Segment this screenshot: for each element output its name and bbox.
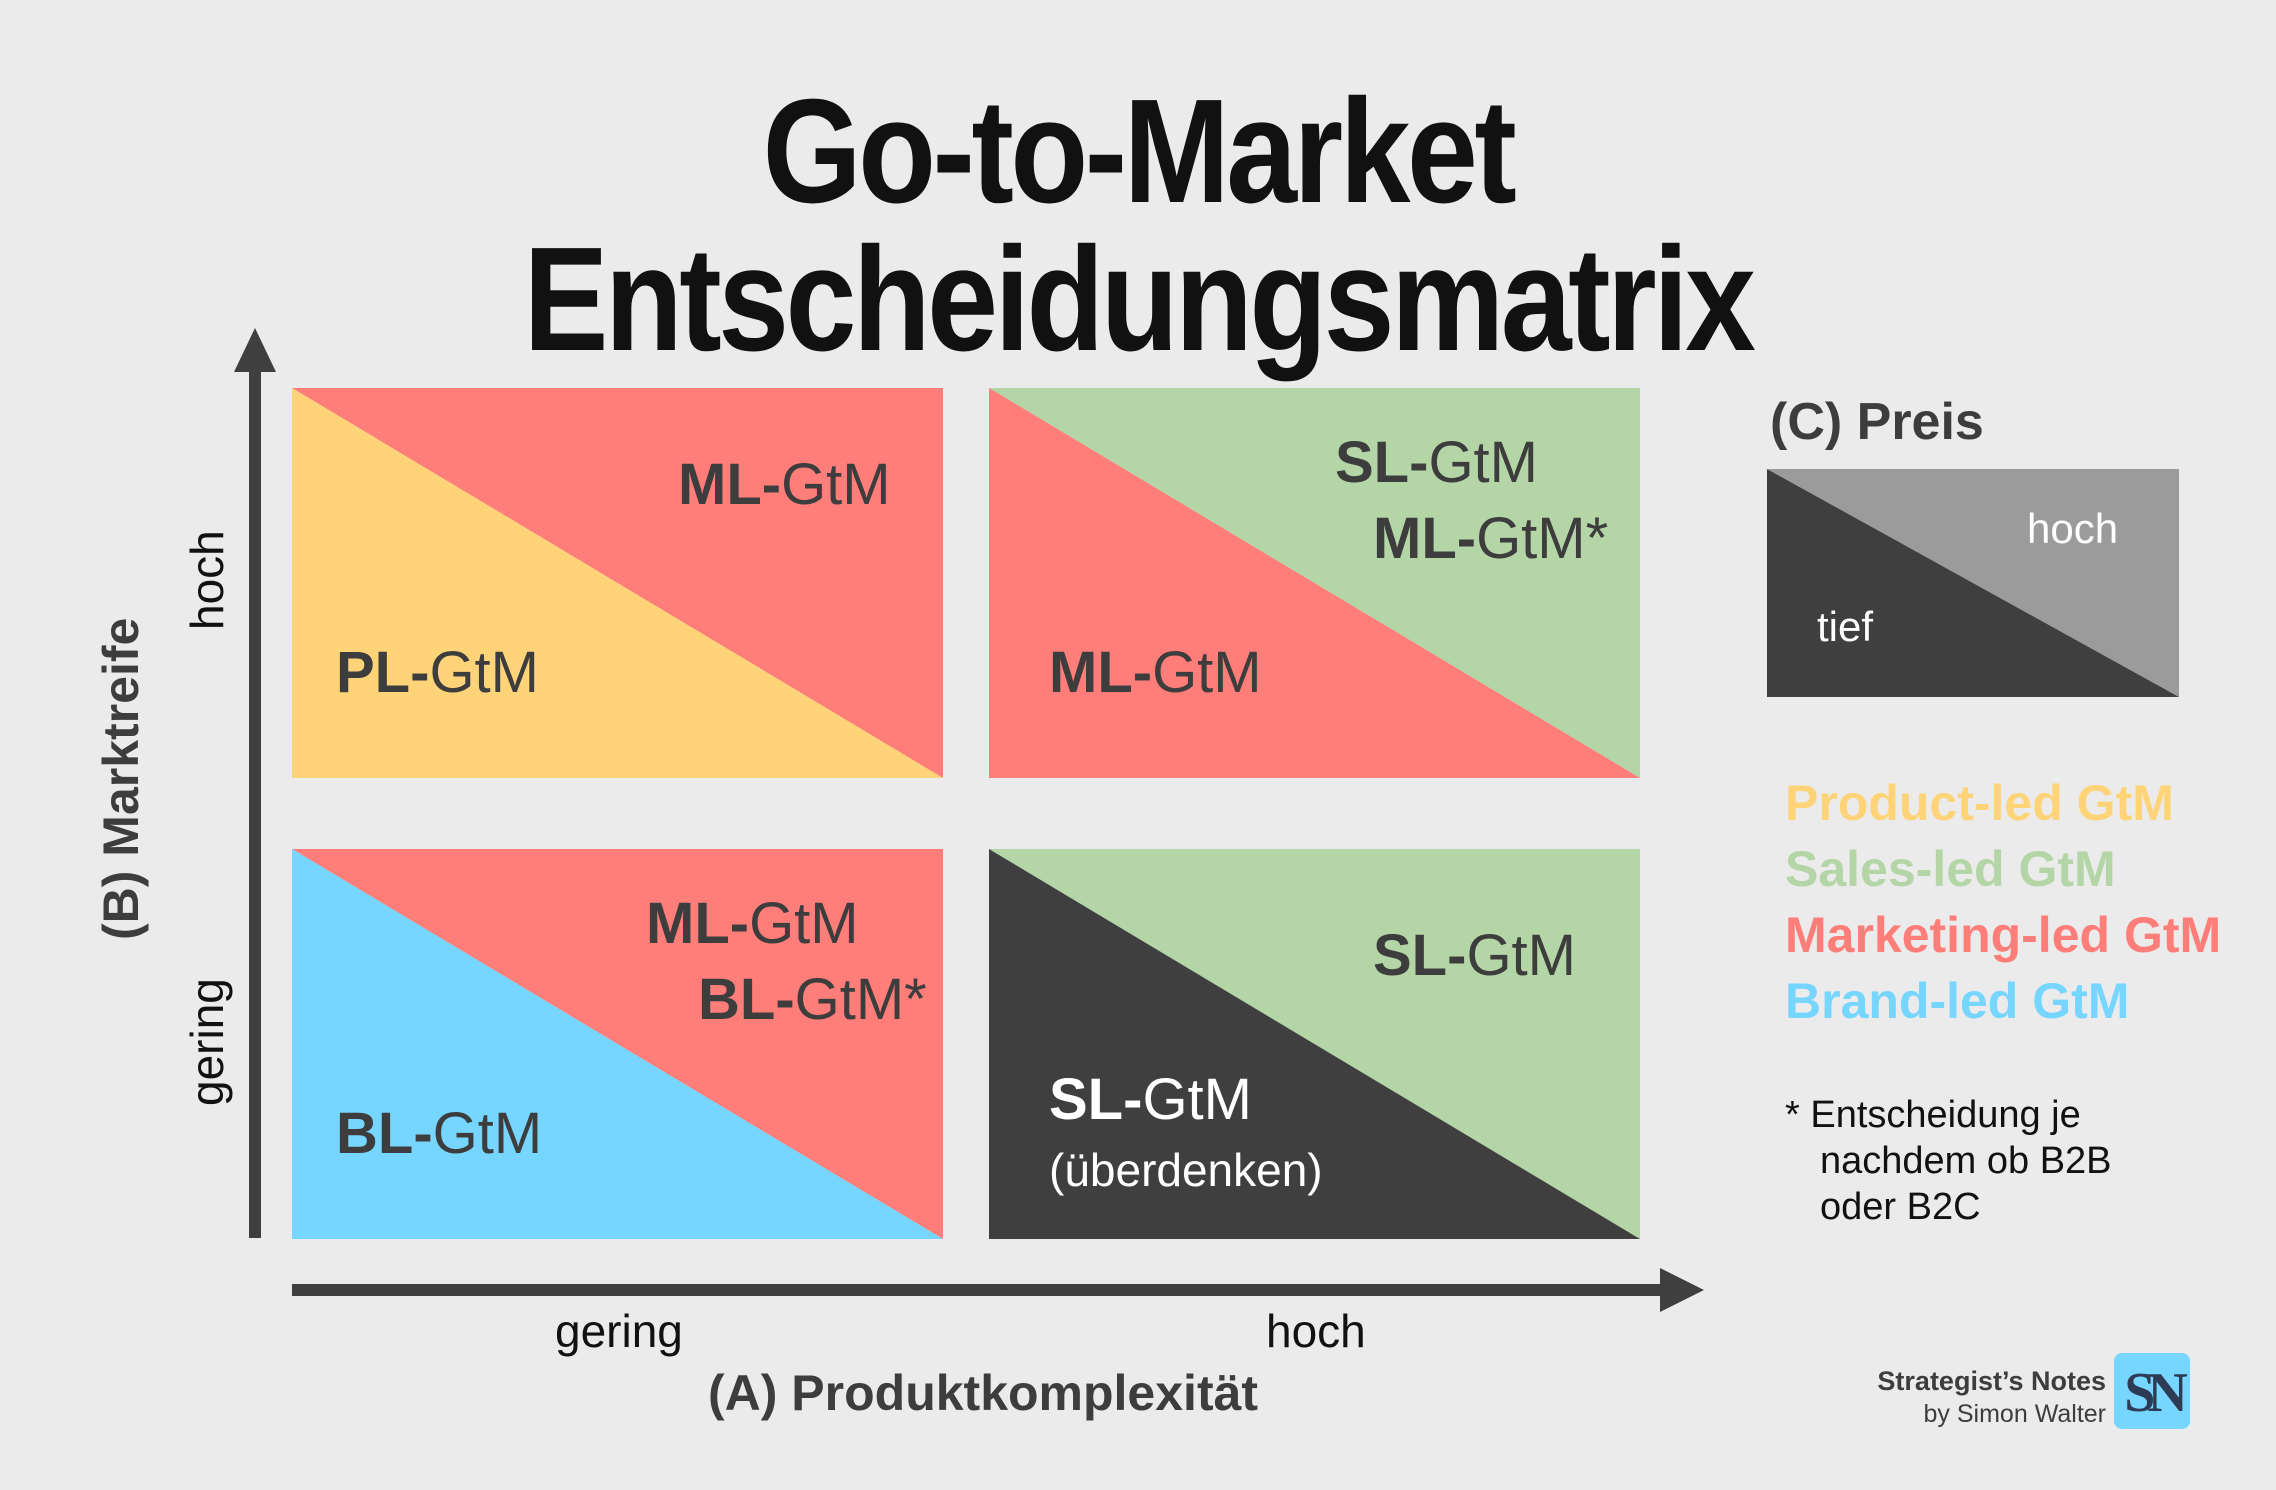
legend-marketing-led: Marketing-led GtM xyxy=(1785,907,2222,963)
cell-top-right-triangles xyxy=(989,388,1640,778)
legend-sales-led: Sales-led GtM xyxy=(1785,841,2116,897)
price-box: hoch tief xyxy=(1767,469,2179,697)
cell-top-right-lower-triangle xyxy=(989,388,1640,778)
legend-product-led: Product-led GtM xyxy=(1785,775,2174,831)
price-box-triangles xyxy=(1767,469,2179,697)
cell-top-left-triangles xyxy=(292,388,943,778)
cell-bottom-left-lower-label: BL-GtM xyxy=(336,1101,543,1166)
brand-author: by Simon Walter xyxy=(1923,1400,2106,1428)
price-low-label: tief xyxy=(1817,603,1874,650)
footnote-line-3: oder B2C xyxy=(1820,1186,1981,1228)
price-high-label: hoch xyxy=(2027,505,2119,552)
cell-top-left-lower-label: PL-GtM xyxy=(336,640,539,705)
cell-top-right-upper-label-1: SL-GtM xyxy=(1335,430,1538,495)
price-low-triangle xyxy=(1767,469,2179,697)
price-title: (C) Preis xyxy=(1770,393,1984,451)
x-axis-low-label: gering xyxy=(555,1305,683,1357)
y-axis-arrow xyxy=(234,328,276,1238)
brand-block: Strategist’s Notes by Simon Walter xyxy=(1877,1364,2106,1430)
x-axis-title: (A) Produktkomplexität xyxy=(708,1365,1259,1421)
cell-bottom-left-upper-label-1: ML-GtM xyxy=(646,891,859,956)
x-axis-high-label: hoch xyxy=(1266,1305,1366,1357)
cell-top-right-upper-label-2: ML-GtM* xyxy=(1373,506,1609,571)
brand-name: Strategist’s Notes xyxy=(1877,1366,2106,1396)
cell-top-left-lower-triangle xyxy=(292,388,943,778)
cell-bottom-left-lower-triangle xyxy=(292,849,943,1239)
y-axis-title: (B) Marktreife xyxy=(93,617,149,940)
cell-bottom-right: SL-GtM SL-GtM (überdenken) xyxy=(989,849,1640,1239)
cell-bottom-left-upper-label-2: BL-GtM* xyxy=(698,967,927,1032)
cell-top-right: SL-GtM ML-GtM* ML-GtM xyxy=(989,388,1640,778)
brand-logo-letters: SN xyxy=(2124,1362,2188,1424)
cell-top-right-lower-label: ML-GtM xyxy=(1049,640,1262,705)
cell-top-left-upper-label: ML-GtM xyxy=(678,452,891,517)
footnote-line-2: nachdem ob B2B xyxy=(1820,1140,2112,1182)
cell-bottom-right-lower-triangle xyxy=(989,849,1640,1239)
y-axis-low-label: gering xyxy=(181,978,233,1106)
cell-bottom-right-triangles xyxy=(989,849,1640,1239)
cell-bottom-right-lower-label: SL-GtM xyxy=(1049,1067,1252,1132)
cell-bottom-right-upper-label: SL-GtM xyxy=(1373,923,1576,988)
y-axis-high-label: hoch xyxy=(181,530,233,630)
cell-bottom-left: ML-GtM BL-GtM* BL-GtM xyxy=(292,849,943,1239)
footnote-line-1: * Entscheidung je xyxy=(1785,1094,2081,1136)
x-axis-arrow xyxy=(292,1268,1704,1312)
cell-bottom-left-triangles xyxy=(292,849,943,1239)
brand-logo: SN xyxy=(2114,1353,2190,1429)
cell-top-left: ML-GtM PL-GtM xyxy=(292,388,943,778)
page-title: Go-to-Market Entscheidungsmatrix xyxy=(523,69,1756,382)
legend-brand-led: Brand-led GtM xyxy=(1785,973,2130,1029)
cell-bottom-right-lower-note: (überdenken) xyxy=(1049,1144,1323,1196)
